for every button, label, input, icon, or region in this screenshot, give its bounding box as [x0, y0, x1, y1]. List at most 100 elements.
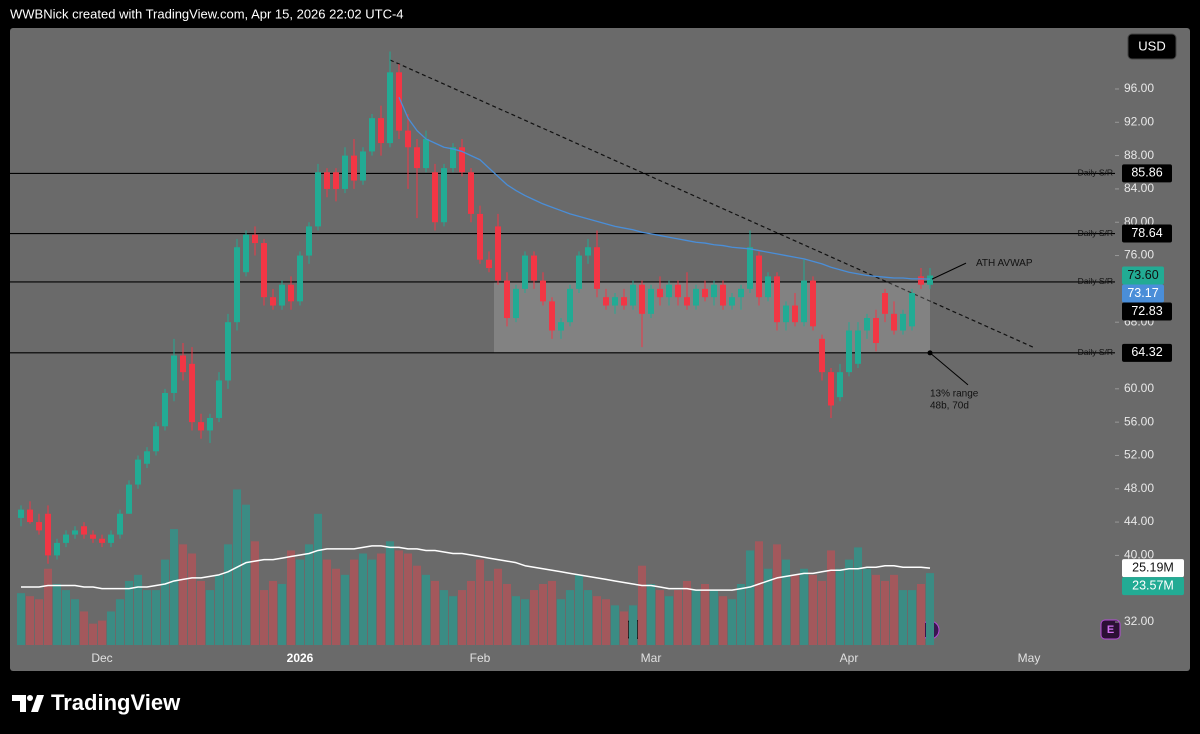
candle-body: [207, 417, 213, 431]
volume-bar: [665, 596, 673, 645]
candle-body: [441, 168, 447, 223]
volume-ma-line: [21, 545, 931, 591]
earnings-icon[interactable]: [1100, 619, 1121, 640]
volume-ma-tag: [1122, 559, 1184, 578]
candle-body: [171, 355, 177, 393]
candle-body: [495, 226, 501, 281]
volume-bar: [602, 599, 610, 645]
x-tick-label: Apr: [840, 651, 859, 665]
volume-bar: [224, 544, 232, 645]
volume-bar: [35, 599, 43, 645]
volume-bar: [26, 596, 34, 645]
candle-body: [405, 130, 411, 148]
volume-bar: [818, 580, 826, 645]
candle-body: [810, 280, 816, 327]
candle-body: [729, 297, 735, 306]
volume-bar: [548, 580, 556, 645]
volume-bar: [431, 580, 439, 645]
volume-bar: [593, 596, 601, 645]
candle-body: [621, 297, 627, 306]
candle-body: [99, 538, 105, 543]
avwap-tag: [1122, 284, 1164, 303]
volume-bar: [161, 559, 169, 645]
y-tick-label: 48.00: [1124, 481, 1154, 495]
candle-body: [297, 255, 303, 302]
volume-ma-tag-text: 25.19M: [1132, 560, 1174, 574]
candle-body: [738, 288, 744, 298]
volume-bar: [305, 544, 313, 645]
candle-body: [243, 234, 249, 273]
volume-tag: [1122, 577, 1184, 596]
candle-body: [648, 288, 654, 314]
candle-body: [522, 255, 528, 289]
volume-bar: [98, 620, 106, 645]
avwap-line: [398, 97, 931, 280]
volume-bar: [872, 574, 880, 645]
trendline: [389, 59, 1036, 349]
volume-bar: [656, 590, 664, 645]
volume-bar: [629, 605, 637, 645]
x-tick-label: 2026: [287, 651, 314, 665]
candle-body: [144, 451, 150, 464]
volume-bar: [44, 568, 52, 645]
volume-bar: [134, 574, 142, 645]
volume-bar: [485, 580, 493, 645]
candle-body: [612, 297, 618, 306]
volume-bar: [899, 590, 907, 645]
x-tick-label: Feb: [470, 651, 491, 665]
candle-body: [54, 542, 60, 556]
candle-body: [81, 526, 87, 535]
volume-bar: [296, 559, 304, 645]
candle-body: [558, 322, 564, 331]
candle-body: [351, 155, 357, 181]
candle-body: [369, 118, 375, 152]
candle-body: [864, 318, 870, 331]
candle-body: [675, 284, 681, 298]
candle-body: [117, 513, 123, 535]
volume-bar: [467, 580, 475, 645]
candle-body: [891, 313, 897, 331]
candle-body: [909, 293, 915, 327]
candle-body: [126, 484, 132, 514]
volume-bar: [260, 590, 268, 645]
candle-body: [135, 459, 141, 485]
currency-button[interactable]: [1127, 33, 1177, 60]
candle-body: [72, 530, 78, 535]
sr-tag: [1122, 164, 1172, 183]
volume-bar: [359, 553, 367, 645]
volume-bar: [674, 590, 682, 645]
volume-bar: [620, 611, 628, 645]
candle-body: [801, 280, 807, 323]
volume-bar: [701, 584, 709, 645]
currency[interactable]: USD: [1138, 38, 1165, 53]
volume-bar: [395, 550, 403, 645]
candle-body: [693, 288, 699, 306]
candle-body: [918, 276, 924, 285]
volume-bar: [107, 611, 115, 645]
volume-bar: [368, 559, 376, 645]
candle-body: [90, 534, 96, 539]
volume-bar: [494, 568, 502, 645]
volume-bar: [62, 590, 70, 645]
candle-body: [702, 288, 708, 298]
volume-bar: [188, 553, 196, 645]
volume-bar: [755, 541, 763, 645]
volume-bar: [881, 580, 889, 645]
candle-body: [477, 213, 483, 260]
y-tick-label: 60.00: [1124, 381, 1154, 395]
candle-body: [423, 138, 429, 169]
volume-bar: [503, 584, 511, 645]
candle-body: [234, 247, 240, 323]
earnings-label[interactable]: E: [1107, 624, 1114, 636]
volume-bar: [539, 584, 547, 645]
candle-body: [756, 255, 762, 298]
candle-body: [900, 313, 906, 331]
sr-label: Daily S/R: [1078, 228, 1113, 238]
candle-body: [387, 72, 393, 144]
volume-bar: [278, 584, 286, 645]
candle-body: [396, 72, 402, 131]
volume-bar: [287, 550, 295, 645]
x-tick-label: Mar: [641, 651, 662, 665]
y-tick-label: 96.00: [1124, 81, 1154, 95]
